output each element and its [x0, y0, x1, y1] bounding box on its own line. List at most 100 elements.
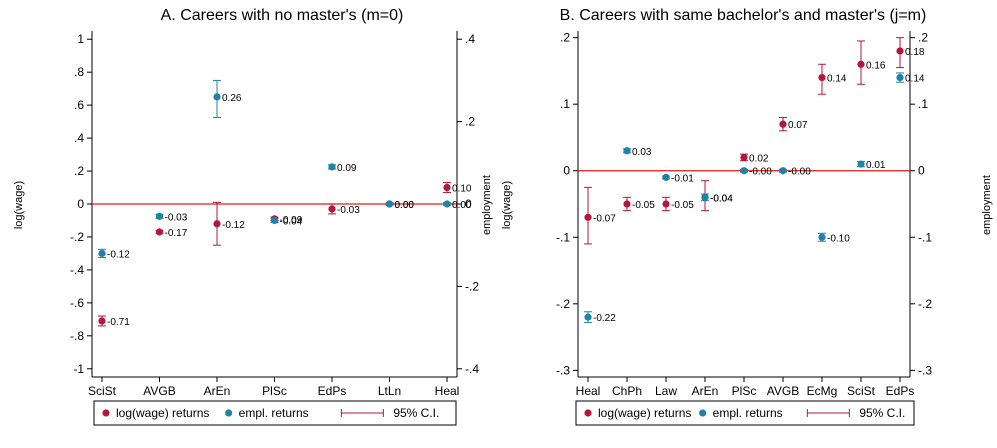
empl-point [896, 73, 904, 82]
y-tick-label-left: -.4 [70, 263, 84, 277]
empl-point [98, 249, 106, 258]
x-tick-label: SciSt [847, 384, 876, 398]
data-label: 0.14 [905, 74, 925, 85]
empl-point [443, 200, 451, 208]
y-tick-label-right: .2 [918, 31, 928, 45]
y-tick-label-left: -.6 [70, 296, 84, 310]
y-axis-label-left: log(wage) [13, 181, 25, 229]
data-label: -0.00 [749, 167, 772, 178]
y-tick-label-right: -.3 [918, 363, 932, 377]
x-tick-label: SciSt [88, 384, 117, 398]
legend-label: empl. returns [239, 406, 309, 420]
x-tick-label: EdPs [886, 384, 915, 398]
data-label: -0.09 [280, 215, 303, 226]
wage-point [857, 60, 865, 68]
y-axis-label-right: employment [481, 175, 493, 235]
wage-point [213, 220, 221, 228]
x-tick-label: EdPs [318, 384, 347, 398]
data-label: 0.00 [395, 200, 415, 211]
empl-point [857, 160, 865, 168]
data-label: -0.04 [280, 216, 303, 227]
data-label: 0.03 [632, 147, 652, 158]
legend-label: empl. returns [713, 406, 783, 420]
y-tick-label-left: -.1 [556, 230, 570, 244]
legend-label: log(wage) returns [116, 406, 209, 420]
data-label: 0.00 [452, 200, 472, 211]
x-tick-label: AVGB [143, 384, 175, 398]
y-tick-label-left: .2 [560, 31, 570, 45]
y-tick-label-left: 0 [77, 197, 84, 211]
data-label: 0.26 [222, 93, 242, 104]
wage-point [623, 200, 631, 208]
panel-b: B. Careers with same bachelor's and mast… [501, 7, 993, 426]
wage-point [584, 213, 592, 221]
data-label: -0.22 [593, 313, 616, 324]
empl-point [701, 193, 709, 201]
y-tick-label-right: 0 [465, 197, 472, 211]
data-label: -0.05 [632, 200, 655, 211]
y-tick-label-left: -.2 [556, 297, 570, 311]
y-tick-label-right: -.4 [465, 362, 479, 376]
data-label: -0.05 [671, 200, 694, 211]
y-tick-label-left: -.2 [70, 230, 84, 244]
data-label: 0.10 [452, 184, 472, 195]
empl-point [385, 200, 394, 208]
y-tick-label-left: -.3 [556, 363, 570, 377]
data-label: -0.03 [165, 212, 188, 223]
y-tick-label-left: -.8 [70, 329, 84, 343]
wage-point [818, 73, 826, 82]
empl-point [584, 313, 592, 321]
x-tick-label: LtLn [378, 384, 401, 398]
data-label: -0.17 [165, 228, 188, 239]
empl-point [779, 167, 787, 175]
data-label: -0.01 [671, 173, 694, 184]
x-tick-label: PlSc [732, 384, 757, 398]
data-label: -0.00 [788, 167, 811, 178]
y-tick-label-right: .4 [465, 32, 475, 46]
wage-point [779, 120, 787, 128]
data-label: 0.00 [395, 200, 415, 211]
y-tick-label-left: .6 [74, 98, 84, 112]
empl-point [213, 93, 221, 101]
data-label: 0.18 [905, 47, 925, 58]
legend-box [575, 400, 915, 426]
data-label: -0.12 [222, 220, 245, 231]
legend-wage-marker [584, 409, 592, 417]
legend-box [93, 400, 457, 426]
empl-point [623, 147, 631, 155]
y-tick-label-right: -.1 [918, 230, 932, 244]
x-tick-label: EcMg [807, 384, 838, 398]
legend-label: log(wage) returns [598, 406, 691, 420]
x-tick-label: ArEn [692, 384, 719, 398]
data-label: 0.09 [337, 163, 357, 174]
chart-title: A. Careers with no master's (m=0) [161, 7, 404, 24]
data-label: -0.03 [337, 205, 360, 216]
x-tick-label: AVGB [767, 384, 799, 398]
y-tick-label-left: 1 [77, 32, 84, 46]
wage-point [896, 47, 904, 55]
wage-point [155, 228, 164, 236]
x-tick-label: ChPh [612, 384, 642, 398]
wage-point [662, 200, 670, 208]
x-tick-label: Heal [576, 384, 601, 398]
y-tick-label-left: -1 [73, 362, 84, 376]
wage-point [98, 317, 106, 325]
data-label: 0.07 [788, 120, 808, 131]
x-tick-label: Heal [435, 384, 460, 398]
panel-a: A. Careers with no master's (m=0) -1 -.8 -.… [13, 7, 493, 426]
legend-wage-marker [102, 409, 110, 417]
data-label: 0.16 [866, 60, 886, 71]
x-tick-label: PlSc [262, 384, 287, 398]
y-tick-label-left: .8 [74, 65, 84, 79]
wage-point [740, 153, 748, 162]
legend-empl-marker [225, 409, 233, 417]
y-tick-label-left: .1 [560, 97, 570, 111]
y-tick-label-right: -.2 [918, 297, 932, 311]
y-tick-label-right: -.2 [465, 279, 479, 293]
chart-title: B. Careers with same bachelor's and mast… [560, 7, 927, 24]
x-tick-label: Law [655, 384, 677, 398]
empl-point [328, 163, 336, 171]
empl-point [662, 173, 670, 181]
